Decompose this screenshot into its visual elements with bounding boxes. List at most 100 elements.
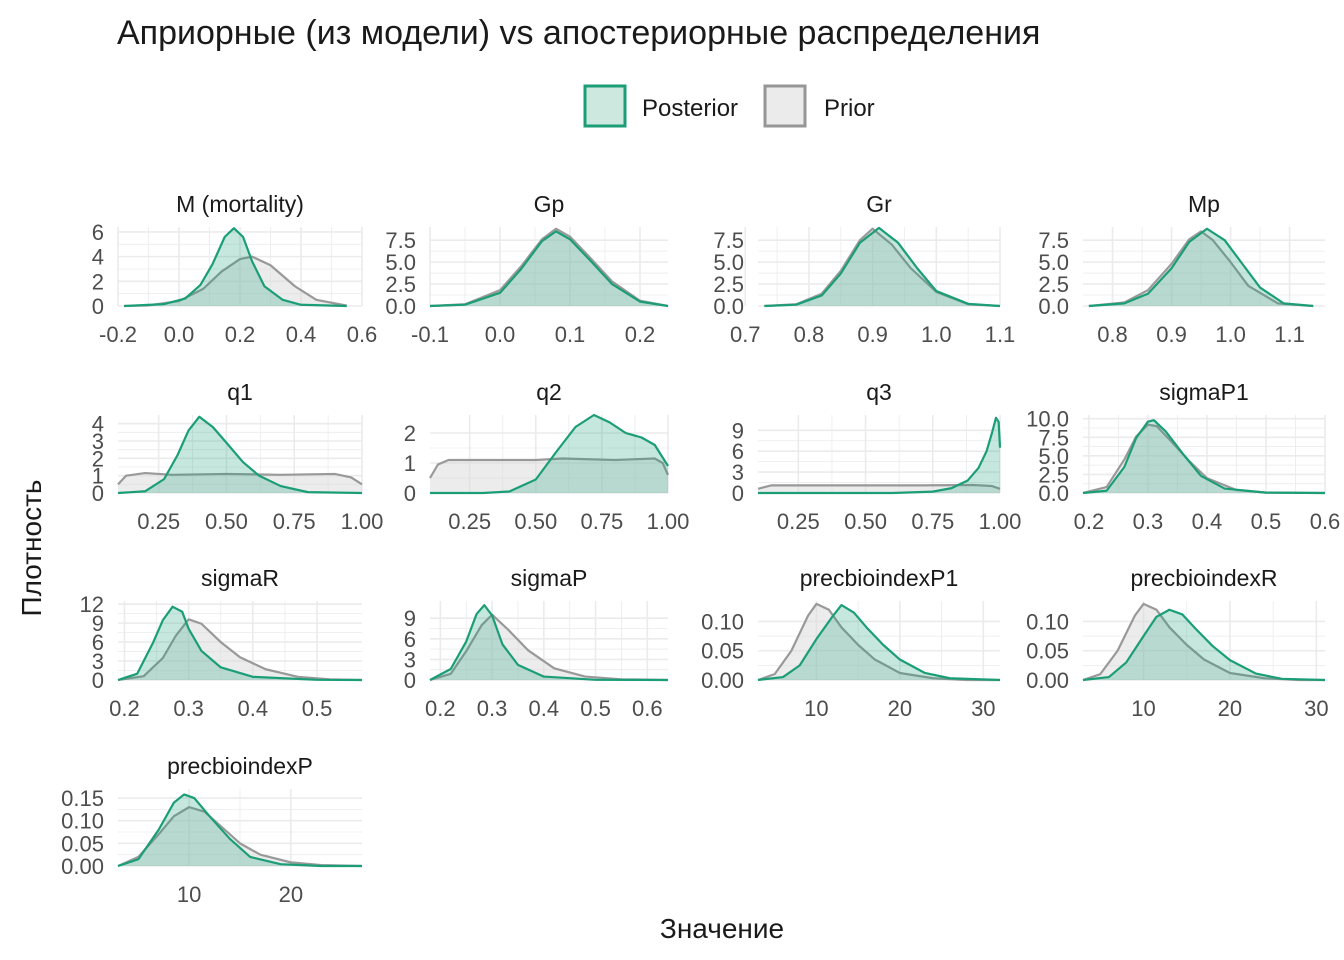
density-line-posterior: [429, 230, 669, 308]
density-line-prior: [757, 602, 1000, 682]
density-line-posterior: [1082, 608, 1326, 682]
x-tick-label: 1.1: [1274, 322, 1305, 347]
x-tick-label: 0.1: [555, 322, 586, 347]
x-tick-label: 10: [804, 696, 828, 721]
x-tick-label: 0.5: [302, 696, 333, 721]
panel-q2: q2 0.25 0.50 0.75 1.00 0 1 2: [404, 379, 690, 534]
chart-title: Априорные (из модели) vs апостериорные р…: [117, 14, 1040, 52]
density-area-posterior: [118, 794, 362, 866]
density-area-prior: [1088, 231, 1314, 306]
y-tick-label: 2.5: [1038, 462, 1069, 487]
density-area-prior: [124, 256, 347, 306]
x-tick-label: 1.0: [1215, 322, 1246, 347]
x-tick-label: 0.0: [485, 322, 516, 347]
panel-title: sigmaP: [511, 565, 588, 591]
density-line-prior: [429, 227, 669, 308]
legend-key-prior: [763, 84, 807, 128]
y-tick-label: 9: [404, 606, 416, 631]
density-area-prior: [118, 619, 362, 680]
y-tick-label: 5.0: [1038, 444, 1069, 469]
panel-title: precbioindexP: [167, 753, 313, 779]
x-tick-label: 10: [177, 882, 201, 907]
panel-title: q1: [227, 379, 253, 405]
density-line-prior: [117, 618, 363, 682]
density-area-prior: [118, 473, 362, 493]
density-line-posterior: [430, 413, 669, 495]
y-tick-label: 0.10: [1026, 609, 1069, 634]
y-tick-label: 2.5: [713, 272, 744, 297]
x-tick-label: 0.50: [844, 509, 887, 534]
density-line-posterior: [429, 604, 669, 682]
x-tick-label: 0.25: [137, 509, 180, 534]
y-tick-label: 0.0: [385, 294, 416, 319]
density-area-posterior: [758, 417, 1000, 493]
panel-gp: Gp-0.1 0.0 0.1 0.20.02.55.07.5: [385, 191, 669, 347]
y-tick-label: 0.0: [713, 294, 744, 319]
y-tick-label: 0.15: [61, 786, 104, 811]
density-area-prior: [430, 614, 668, 680]
x-tick-label: 0.3: [1133, 509, 1164, 534]
x-tick-label: 0.50: [205, 509, 248, 534]
y-tick-label: 10.0: [1026, 407, 1069, 432]
x-tick-label: -0.1: [411, 322, 449, 347]
x-tick-label: 1.00: [647, 509, 690, 534]
y-tick-label: 3: [92, 649, 104, 674]
y-tick-label: 7.5: [385, 228, 416, 253]
y-tick-label: 2: [92, 446, 104, 471]
y-tick-label: 7.5: [1038, 228, 1069, 253]
y-tick-label: 4: [92, 245, 104, 270]
x-tick-label: 20: [888, 696, 912, 721]
density-area-posterior: [764, 227, 1000, 306]
density-area-posterior: [118, 416, 362, 493]
density-line-posterior: [757, 603, 1001, 682]
y-tick-label: 0.00: [1026, 668, 1069, 693]
x-tick-label: 0.7: [730, 322, 761, 347]
y-tick-label: 0.05: [701, 639, 744, 664]
x-tick-label: 0.0: [164, 322, 195, 347]
density-area-prior: [430, 228, 668, 306]
x-tick-label: 1.1: [985, 322, 1016, 347]
x-tick-label: 0.4: [286, 322, 317, 347]
y-tick-label: 4: [92, 412, 104, 437]
density-area-prior: [1083, 603, 1325, 680]
density-line-posterior: [117, 793, 362, 868]
panel-title: q2: [536, 379, 562, 405]
panel-precbioindexr: precbioindexR 10 20 30 0.00 0.05 0.10: [1026, 565, 1328, 721]
density-area-posterior: [118, 606, 362, 680]
x-tick-label: 0.5: [1251, 509, 1282, 534]
density-line-prior: [1088, 230, 1314, 308]
x-tick-label: 0.75: [911, 509, 954, 534]
x-tick-label: 10: [1131, 696, 1155, 721]
y-tick-label: 2: [92, 269, 104, 294]
x-tick-label: 0.2: [625, 322, 656, 347]
density-area-posterior: [124, 228, 347, 306]
y-tick-label: 0.0: [1038, 294, 1069, 319]
x-tick-label: 0.25: [448, 509, 491, 534]
density-line-posterior: [1088, 227, 1314, 308]
y-tick-label: 0.05: [61, 831, 104, 856]
y-tick-label: 9: [92, 611, 104, 636]
x-tick-label: 0.50: [514, 509, 557, 534]
x-tick-label: 20: [1218, 696, 1242, 721]
density-line-prior: [757, 483, 1001, 490]
x-tick-label: 0.2: [109, 696, 140, 721]
y-tick-label: 0: [404, 668, 416, 693]
legend: Posterior Prior: [583, 84, 875, 128]
y-tick-label: 2.5: [1038, 272, 1069, 297]
density-line-prior: [117, 471, 363, 486]
y-tick-label: 0.0: [1038, 481, 1069, 506]
y-tick-label: 0: [92, 294, 104, 319]
x-tick-label: 1.00: [979, 509, 1022, 534]
panel-title: precbioindexP1: [800, 565, 959, 591]
x-tick-label: 0.8: [794, 322, 825, 347]
x-tick-label: 0.75: [273, 509, 316, 534]
x-tick-label: 0.2: [225, 322, 256, 347]
panel-title: M (mortality): [176, 191, 304, 217]
x-tick-label: 0.4: [238, 696, 269, 721]
legend-label-prior: Prior: [824, 95, 875, 122]
